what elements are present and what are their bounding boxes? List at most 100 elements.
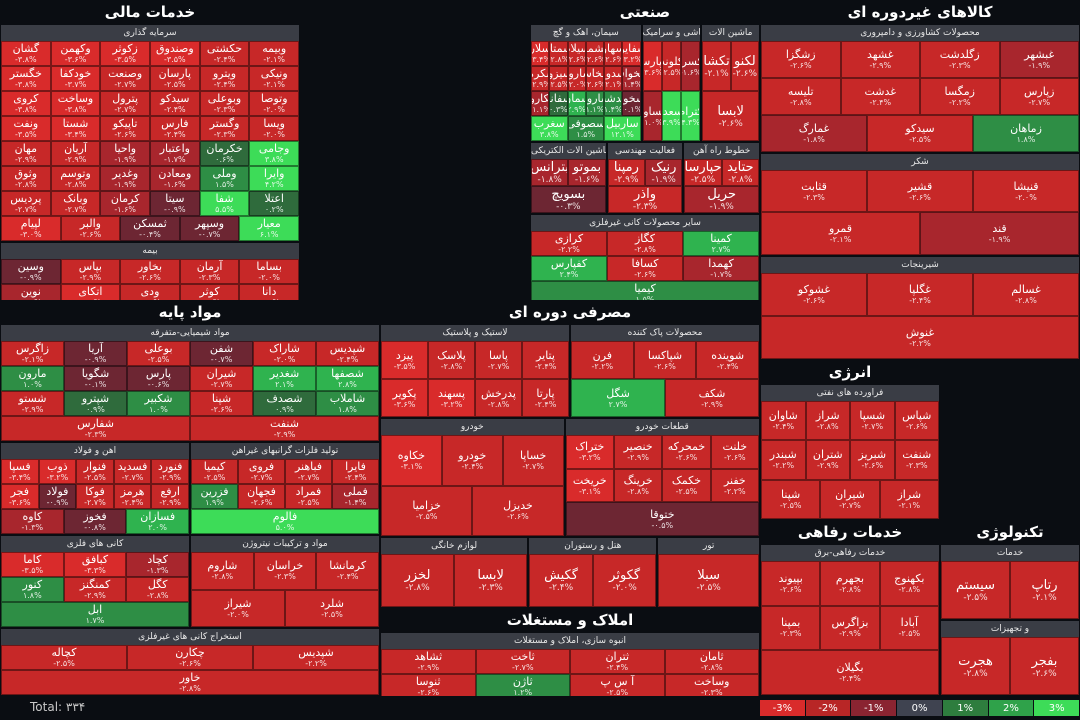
stock-tile[interactable]: غشهد -۲.۹% [840,41,920,78]
stock-tile[interactable]: سخواف-۱.۴% [622,66,641,91]
stock-tile[interactable]: سفاین-۳.۲% [622,41,641,66]
stock-tile[interactable]: زماهان ۱.۸% [973,114,1079,152]
stock-tile[interactable]: فجهان -۲.۶% [238,484,285,509]
stock-tile[interactable]: ثشاهد -۲.۹% [381,649,476,674]
stock-tile[interactable]: اتکای-۳.۱% [60,284,121,300]
stock-tile[interactable]: شکف -۲.۹% [665,379,759,417]
stock-tile[interactable]: حکشتی -۲.۴% [199,41,250,66]
stock-tile[interactable]: شلرد -۲.۵% [285,589,379,627]
stock-tile[interactable]: لخزر -۲.۸% [381,554,455,607]
stock-tile[interactable]: ومعادن -۱.۶% [150,166,200,191]
stock-tile[interactable]: کساوه-۱.۰% [642,91,662,141]
stock-tile[interactable]: وصنعت -۲.۷% [100,66,151,91]
stock-tile[interactable]: تلیسه -۲.۸% [761,77,841,115]
stock-tile[interactable]: شبندر -۲.۲% [761,440,806,480]
stock-tile[interactable]: هرمز -۲.۴% [113,484,152,509]
stock-tile[interactable]: شاملاب ۱.۸% [316,391,379,416]
stock-tile[interactable]: کرمان -۱.۶% [100,191,151,216]
stock-tile[interactable]: بترانس -۱.۸% [531,159,569,186]
stock-tile[interactable]: ختراک -۳.۲% [565,435,614,469]
stock-tile[interactable]: بمپنا -۲.۳% [761,605,821,651]
stock-tile[interactable]: شصدف ۰.۹% [253,391,316,416]
stock-tile[interactable]: خمحرکه -۲.۶% [662,435,711,469]
stock-tile[interactable]: ذوب -۳.۲% [38,459,77,484]
stock-tile[interactable]: لابسا -۲.۳% [454,554,528,607]
stock-tile[interactable]: خرینگ -۲.۸% [613,468,663,503]
stock-tile[interactable]: فرن -۲.۲% [571,341,634,379]
stock-tile[interactable]: شگل ۲.۷% [571,379,665,417]
stock-tile[interactable]: وآذر -۲.۳% [607,186,683,213]
stock-tile[interactable]: کاما -۳.۵% [1,552,64,577]
stock-tile[interactable]: بساما -۲.۰% [239,259,299,284]
stock-tile[interactable]: شاراک -۲.۰% [253,341,316,366]
stock-tile[interactable]: قنیشا -۲.۰% [973,169,1079,213]
stock-tile[interactable]: کچاد -۱.۳% [126,552,189,577]
stock-tile[interactable]: حتاید -۲.۸% [721,159,760,186]
stock-tile[interactable]: سمتاز-۲.۸% [549,41,568,66]
stock-tile[interactable]: خراسان -۲.۳% [253,552,317,590]
stock-tile[interactable]: وگستر -۲.۳% [199,116,250,141]
stock-tile[interactable]: کگاز -۲.۸% [607,231,683,256]
stock-tile[interactable]: فمراد -۲.۵% [285,484,332,509]
stock-tile[interactable]: بوعلی -۲.۵% [127,341,190,366]
stock-tile[interactable]: بخاور -۲.۶% [120,259,180,284]
stock-tile[interactable]: غسالم -۲.۸% [973,273,1079,317]
stock-tile[interactable]: ساروج۱.۱% [585,91,605,116]
stock-tile[interactable]: کترام۴.۳% [681,91,701,141]
stock-tile[interactable]: ودی-۲.۹% [120,284,180,300]
stock-tile[interactable]: دانا-۲.۴% [239,284,299,300]
stock-tile[interactable]: ارفع -۲.۹% [151,484,189,509]
stock-tile[interactable]: غبشهر -۱.۹% [999,41,1079,78]
stock-tile[interactable]: شکبیر ۱.۰% [127,391,190,416]
stock-tile[interactable]: وبیمه -۲.۱% [249,41,299,66]
stock-tile[interactable]: سبلا -۲.۵% [658,554,759,607]
stock-tile[interactable]: خودرو -۲.۴% [441,435,503,486]
stock-tile[interactable]: شپدیس -۲.۲% [253,645,379,670]
stock-tile[interactable]: وبانک -۲.۷% [50,191,101,216]
stock-tile[interactable]: واحیا -۱.۹% [100,141,151,166]
stock-tile[interactable]: فنورد -۲.۹% [151,459,189,484]
stock-tile[interactable]: کسرا-۱.۶% [681,41,701,91]
stock-tile[interactable]: ساروم-۲.۰% [567,66,586,91]
stock-tile[interactable]: ابل ۱.۷% [1,602,189,627]
stock-tile[interactable]: رنیک -۱.۹% [645,159,683,186]
stock-tile[interactable]: شپدیس -۲.۴% [316,341,379,366]
stock-tile[interactable]: وسین -۰.۹% [1,259,61,284]
stock-tile[interactable]: پاسا -۲.۷% [475,341,522,379]
stock-tile[interactable]: فسپا -۳.۴% [1,459,39,484]
stock-tile[interactable]: ثنوسا -۲.۶% [381,674,476,696]
stock-tile[interactable]: خودکفا -۳.۷% [50,66,101,91]
stock-tile[interactable]: وجامی ۳.۸% [249,141,299,166]
stock-tile[interactable]: لکنو -۲.۶% [730,41,759,91]
stock-tile[interactable]: خفنر -۲.۲% [710,468,759,503]
stock-tile[interactable]: سکرما-۲.۹% [531,66,550,91]
stock-tile[interactable]: هجرت -۲.۸% [941,637,1010,695]
stock-tile[interactable]: پلاسک -۲.۸% [428,341,475,379]
stock-tile[interactable]: ساربیل ۱۲.۱% [604,116,641,141]
stock-tile[interactable]: پارتا -۲.۴% [522,379,569,417]
stock-tile[interactable]: فولاد -۰.۹% [38,484,77,509]
stock-tile[interactable]: شیراز -۲.۰% [191,589,285,627]
stock-tile[interactable]: فزرین ۱.۹% [191,484,238,509]
stock-tile[interactable]: شگویا -۰.۱% [64,366,127,391]
stock-tile[interactable]: رتاپ -۲.۱% [1010,561,1079,619]
stock-tile[interactable]: شپاس -۲.۶% [894,401,939,441]
stock-tile[interactable]: فباهنر -۲.۷% [285,459,332,484]
stock-tile[interactable]: گکیش -۲.۴% [529,554,593,607]
stock-tile[interactable]: گشان -۳.۸% [1,41,51,66]
stock-tile[interactable]: مهان -۲.۹% [1,141,51,166]
stock-tile[interactable]: زپارس -۲.۷% [999,77,1079,115]
stock-tile[interactable]: ونیکی -۲.۱% [249,66,299,91]
stock-tile[interactable]: کلوند-۲.۵% [661,41,682,91]
stock-tile[interactable]: کوثر-۲.۴% [179,284,240,300]
stock-tile[interactable]: سیدکو -۲.۴% [150,91,200,116]
stock-tile[interactable]: پردیس -۲.۷% [1,191,51,216]
stock-tile[interactable]: شپترو ۰.۹% [64,391,127,416]
stock-tile[interactable]: شنفت -۲.۹% [190,416,379,441]
stock-tile[interactable]: زکوثر -۳.۵% [100,41,151,66]
stock-tile[interactable]: رمپنا -۲.۹% [607,159,646,186]
stock-tile[interactable]: گکوثر -۲.۰% [592,554,657,607]
stock-tile[interactable]: فسازان ۲.۰% [126,509,189,534]
stock-tile[interactable]: سدشت۱.۴% [604,91,623,116]
stock-tile[interactable]: پکویر -۳.۶% [381,379,428,417]
